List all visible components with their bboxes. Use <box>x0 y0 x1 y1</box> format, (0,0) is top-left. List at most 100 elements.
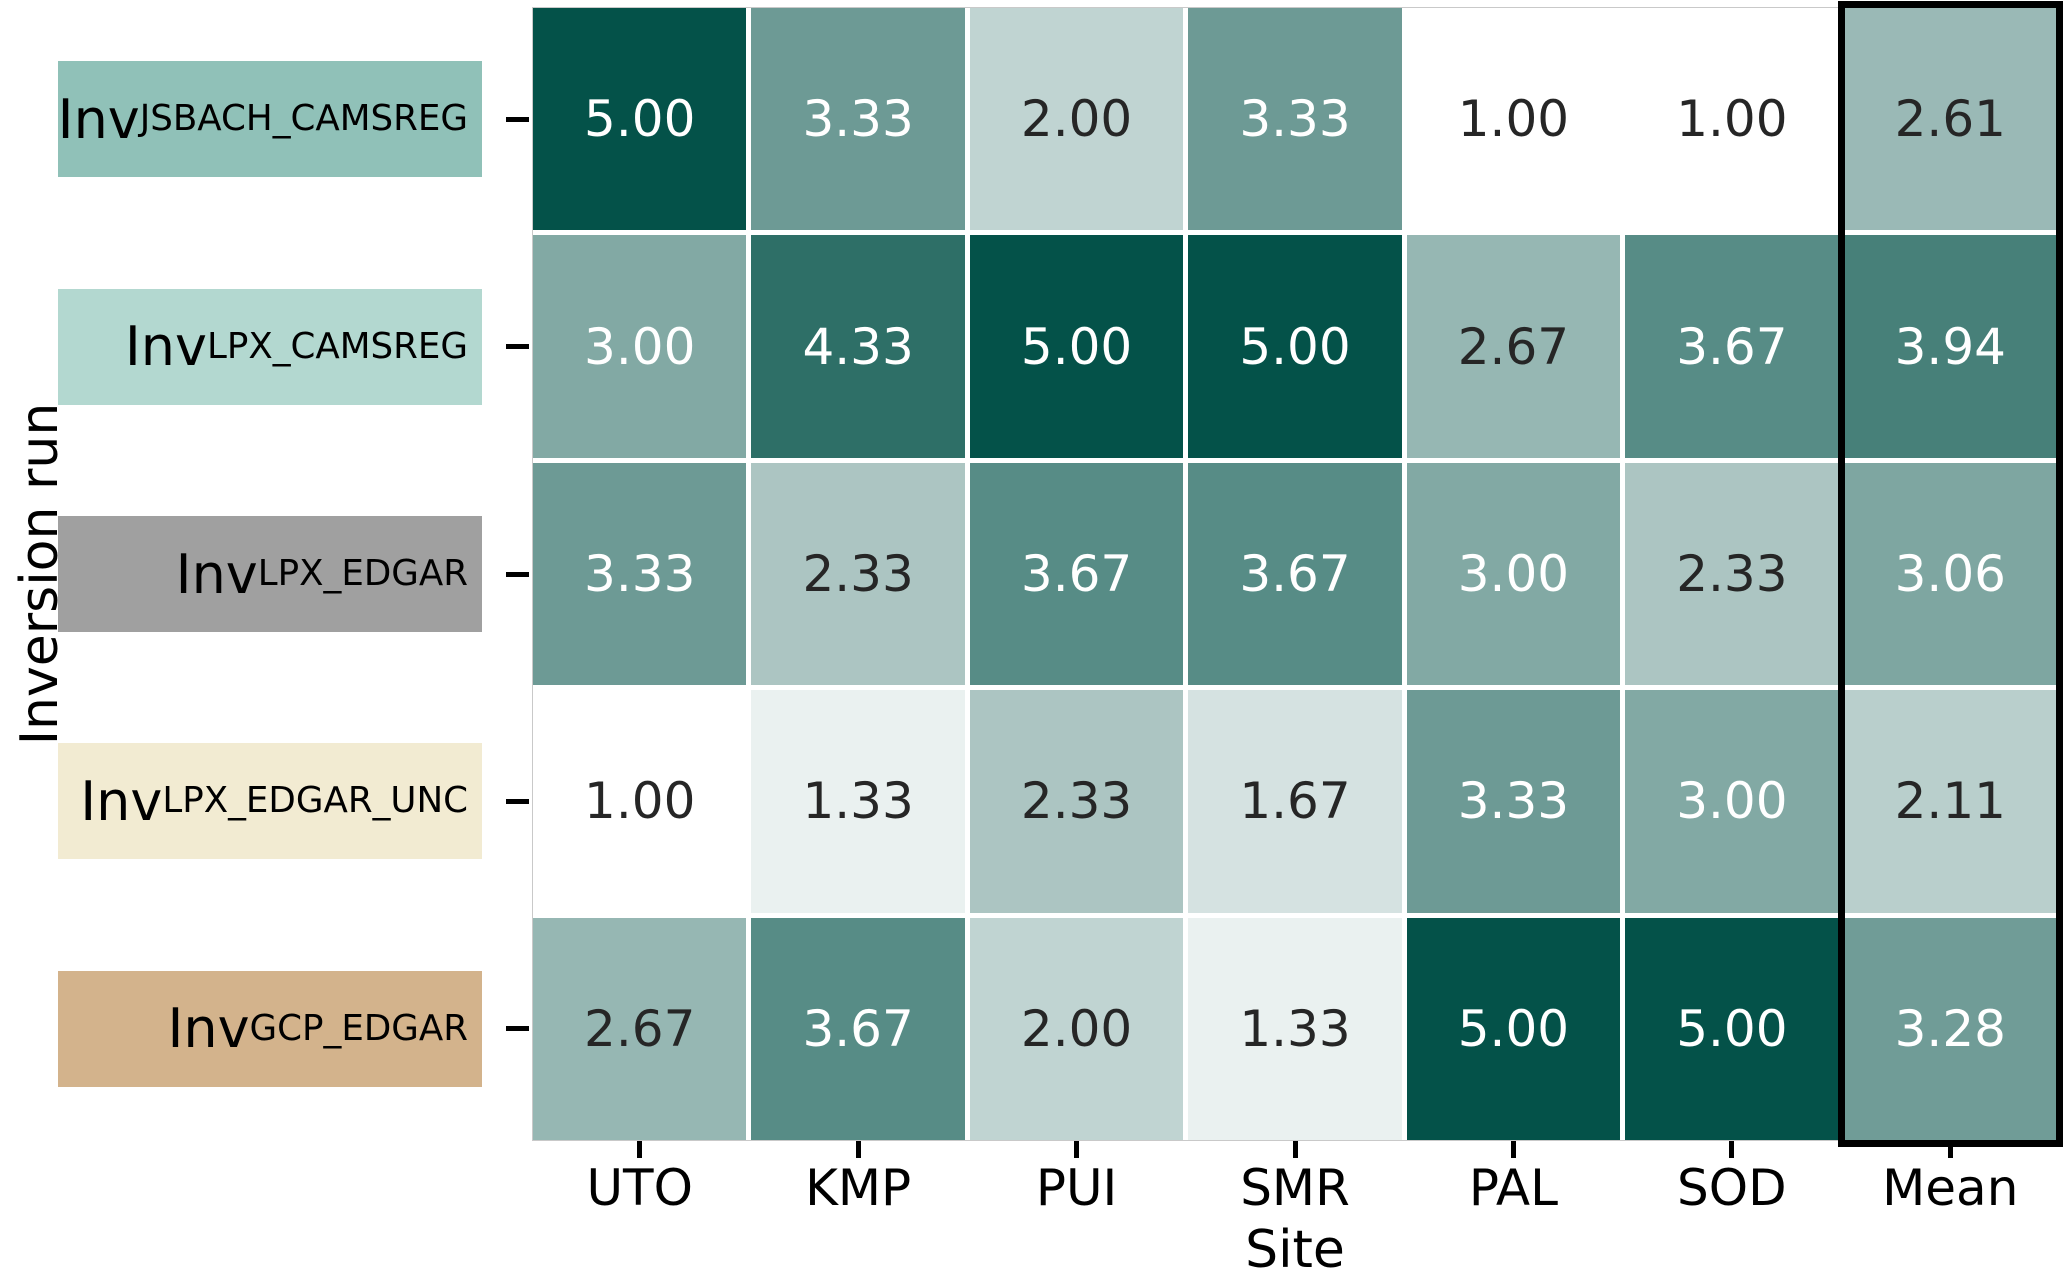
heatmap-cell: 3.33 <box>1188 8 1402 231</box>
x-tick-mark <box>1947 1141 1953 1158</box>
x-tick-label-kmp: KMP <box>805 1159 912 1217</box>
heatmap-cell: 5.00 <box>969 235 1184 458</box>
row-label-base: Inv <box>124 315 207 379</box>
heatmap-cell: 3.67 <box>969 462 1184 686</box>
heatmap-cell-value: 1.33 <box>802 772 914 831</box>
heatmap-cell: 1.00 <box>533 690 747 913</box>
heatmap-cell-value: 1.00 <box>1457 90 1570 149</box>
heatmap-cell: 5.00 <box>1406 917 1621 1140</box>
heatmap-cell: 3.67 <box>1625 235 1839 458</box>
heatmap-cell-value: 3.00 <box>1676 772 1788 831</box>
heatmap-cell-value: 1.33 <box>1239 999 1351 1058</box>
heatmap-cell-value: 5.00 <box>1239 317 1351 376</box>
x-tick-label-mean: Mean <box>1882 1159 2019 1217</box>
heatmap-cell-value: 1.67 <box>1239 772 1351 831</box>
y-tick-mark <box>506 798 529 804</box>
heatmap-cell: 2.00 <box>969 8 1184 231</box>
heatmap-cell-value: 5.00 <box>584 90 696 149</box>
heatmap-cell: 1.33 <box>751 690 965 913</box>
row-label-base: Inv <box>57 87 140 151</box>
row-label-jsbach_camsreg: Inv JSBACH_CAMSREG <box>57 61 482 178</box>
x-tick-label-sod: SOD <box>1677 1159 1787 1217</box>
row-label-base: Inv <box>167 997 250 1061</box>
y-tick-mark <box>506 344 529 350</box>
heatmap-cell: 3.33 <box>751 8 965 231</box>
heatmap-cell-value: 3.06 <box>1894 544 2006 603</box>
x-tick-label-smr: SMR <box>1240 1159 1350 1217</box>
y-tick-mark <box>506 1026 529 1032</box>
heatmap-cell: 2.67 <box>1406 235 1621 458</box>
heatmap-cell: 3.67 <box>751 917 965 1140</box>
heatmap-cell-value: 2.67 <box>584 999 696 1058</box>
heatmap-cell: 2.61 <box>1843 8 2057 231</box>
row-label-base: Inv <box>175 542 258 606</box>
y-tick-mark <box>506 571 529 577</box>
heatmap-cell: 2.00 <box>969 917 1184 1140</box>
heatmap-cell: 1.67 <box>1188 690 1402 913</box>
heatmap-cell: 2.33 <box>751 462 965 686</box>
heatmap-cell: 3.33 <box>1406 690 1621 913</box>
row-label-base: Inv <box>80 769 163 833</box>
heatmap-cell: 5.00 <box>1625 917 1839 1140</box>
x-tick-label-pui: PUI <box>1035 1159 1118 1217</box>
heatmap-cell-value: 3.33 <box>1457 772 1570 831</box>
x-tick-mark <box>855 1141 861 1158</box>
x-tick-mark <box>1292 1141 1298 1158</box>
heatmap-cell: 1.33 <box>1188 917 1402 1140</box>
heatmap-cell: 3.94 <box>1843 235 2057 458</box>
heatmap-cell: 5.00 <box>533 8 747 231</box>
heatmap-cell-value: 2.61 <box>1894 90 2006 149</box>
x-tick-mark <box>637 1141 643 1158</box>
heatmap-cell: 3.06 <box>1843 462 2057 686</box>
heatmap-cell-value: 1.00 <box>1676 90 1788 149</box>
row-label-lpx_edgar_unc: Inv LPX_EDGAR_UNC <box>58 743 482 860</box>
x-tick-mark <box>1729 1141 1735 1158</box>
row-label-lpx_edgar: Inv LPX_EDGAR <box>58 516 482 632</box>
heatmap-cell: 5.00 <box>1188 235 1402 458</box>
heatmap-cell: 2.67 <box>533 917 747 1140</box>
heatmap-cell: 3.00 <box>1406 462 1621 686</box>
heatmap-cell-value: 5.00 <box>1020 317 1133 376</box>
row-label-lpx_camsreg: Inv LPX_CAMSREG <box>58 288 482 405</box>
heatmap-cell: 3.28 <box>1843 917 2057 1140</box>
heatmap-cell: 2.33 <box>1625 462 1839 686</box>
heatmap-cell: 2.11 <box>1843 690 2057 913</box>
heatmap-cell-value: 2.33 <box>1020 772 1133 831</box>
heatmap-cell-value: 3.67 <box>1676 317 1788 376</box>
x-tick-label-uto: UTO <box>586 1159 693 1217</box>
heatmap-cell: 4.33 <box>751 235 965 458</box>
heatmap-cell-value: 2.00 <box>1020 90 1133 149</box>
heatmap-cell-value: 2.11 <box>1894 772 2006 831</box>
x-tick-label-pal: PAL <box>1468 1159 1558 1217</box>
heatmap-cell: 3.33 <box>533 462 747 686</box>
heatmap-cell-value: 3.94 <box>1894 317 2006 376</box>
heatmap-cell-value: 2.67 <box>1457 317 1570 376</box>
heatmap-cell-value: 3.33 <box>584 544 696 603</box>
heatmap-cell-value: 3.33 <box>802 90 914 149</box>
heatmap-cell-value: 2.33 <box>1676 544 1788 603</box>
heatmap-cell-value: 2.33 <box>802 544 914 603</box>
y-tick-mark <box>506 116 529 122</box>
heatmap-cell: 3.00 <box>533 235 747 458</box>
heatmap-cell-value: 3.28 <box>1894 999 2006 1058</box>
heatmap-cell-value: 4.33 <box>802 317 914 376</box>
heatmap-cell-value: 5.00 <box>1676 999 1788 1058</box>
x-tick-mark <box>1074 1141 1080 1158</box>
heatmap-cell-value: 3.00 <box>1457 544 1570 603</box>
heatmap-cell-value: 3.33 <box>1239 90 1351 149</box>
heatmap-cell: 2.33 <box>969 690 1184 913</box>
x-tick-mark <box>1510 1141 1516 1158</box>
heatmap-cell-value: 3.67 <box>1020 544 1133 603</box>
heatmap-grid: 5.00 3.33 2.00 3.33 1.00 1.00 2.61 3.00 4.33 5.00… <box>532 1 2063 1147</box>
heatmap-cell: 3.67 <box>1188 462 1402 686</box>
row-label-gcp_edgar: Inv GCP_EDGAR <box>58 970 482 1087</box>
heatmap-cell-value: 2.00 <box>1020 999 1133 1058</box>
heatmap-cell-value: 1.00 <box>584 772 696 831</box>
heatmap-cell: 1.00 <box>1625 8 1839 231</box>
heatmap-cell: 3.00 <box>1625 690 1839 913</box>
heatmap-cell-value: 5.00 <box>1457 999 1570 1058</box>
heatmap-cell: 1.00 <box>1406 8 1621 231</box>
x-axis-title: Site <box>1245 1220 1345 1280</box>
heatmap-cell-value: 3.00 <box>584 317 696 376</box>
